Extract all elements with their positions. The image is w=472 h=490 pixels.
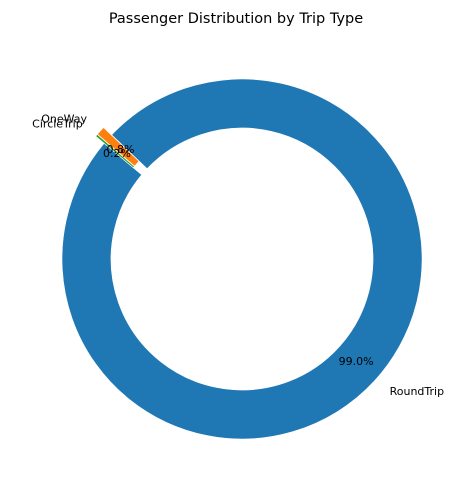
category-label-roundtrip: RoundTrip	[390, 385, 444, 398]
pct-label-roundtrip: 99.0%	[339, 355, 374, 368]
category-label-circletrip: CircleTrip	[32, 118, 83, 131]
category-label-oneway: OneWay	[41, 113, 87, 126]
slice-roundtrip	[61, 78, 423, 440]
pct-label-circletrip: 0.2%	[103, 147, 131, 160]
pct-label-oneway: 0.8%	[106, 143, 134, 156]
chart-title: Passenger Distribution by Trip Type	[109, 11, 363, 27]
labels-group: RoundTrip 99.0% OneWay 0.8% CircleTrip 0.2%	[32, 113, 444, 398]
slices-group	[61, 78, 423, 440]
slice-oneway	[96, 127, 140, 167]
slice-circletrip	[95, 134, 135, 169]
